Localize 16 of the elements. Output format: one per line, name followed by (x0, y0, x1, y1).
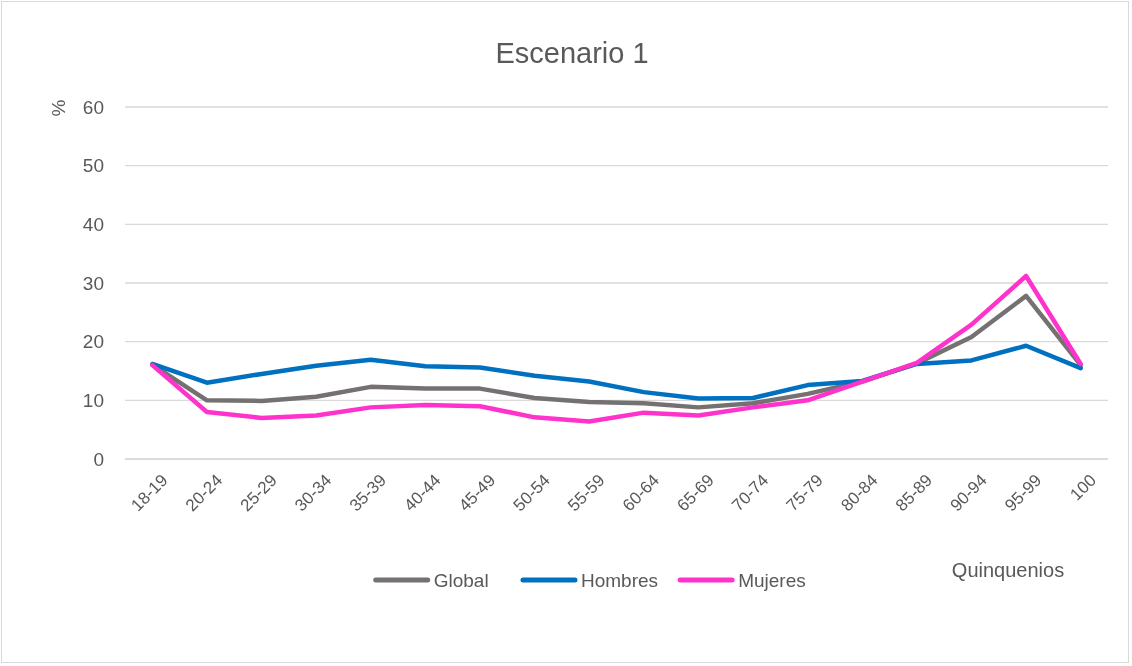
y-tick-label: 50 (82, 155, 104, 177)
line-series (150, 273, 1083, 424)
legend-label: Mujeres (738, 569, 806, 591)
legend-label: Global (433, 569, 489, 591)
y-tick-label: 20 (82, 331, 104, 353)
x-axis-title: Quinquenios (951, 559, 1065, 581)
y-tick-label: 10 (82, 389, 104, 411)
x-tick-label: 100 (1066, 470, 1100, 505)
line-series (150, 343, 1083, 401)
y-tick-label: 30 (82, 272, 104, 294)
legend-label: Hombres (580, 569, 659, 591)
y-tick-label: 40 (82, 213, 104, 235)
y-tick-label: 60 (82, 96, 104, 118)
chart-title: Escenario 1 (495, 37, 649, 69)
y-axis-title: % (47, 99, 69, 117)
y-tick-label: 0 (93, 448, 104, 470)
